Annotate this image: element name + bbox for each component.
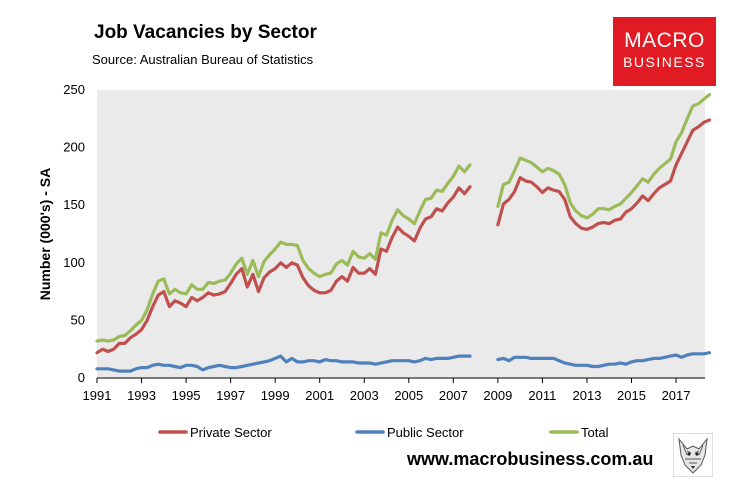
x-tick-label: 2015: [617, 388, 646, 403]
wolf-icon: [673, 433, 713, 477]
x-tick-label: 2011: [528, 388, 556, 403]
series-line-private-sector-segment-2: [496, 118, 712, 231]
y-tick-label: 150: [63, 197, 85, 212]
x-tick-label: 2001: [305, 388, 334, 403]
y-tick-label: 200: [63, 140, 85, 155]
x-tick-label: 2003: [350, 388, 379, 403]
series-line-public-sector-segment-2: [496, 351, 712, 369]
series-line-private-sector-segment-1: [95, 185, 472, 355]
y-tick-label: 100: [63, 255, 85, 270]
macrobusiness-logo: MACRO BUSINESS: [613, 17, 716, 86]
x-tick-label: 2007: [439, 388, 468, 403]
series-line-total-segment-2: [496, 93, 712, 220]
chart-title: Job Vacancies by Sector: [94, 22, 317, 43]
legend-label-private-sector: Private Sector: [190, 425, 272, 440]
y-tick-label: 50: [71, 312, 85, 327]
y-axis-label: Number (000's) - SA: [37, 168, 53, 300]
legend-label-total: Total: [581, 425, 609, 440]
x-tick-label: 1995: [172, 388, 201, 403]
x-tick-label: 1997: [216, 388, 245, 403]
y-tick-label: 0: [78, 370, 85, 385]
logo-line-1: MACRO: [624, 29, 705, 52]
x-tick-label: 2017: [662, 388, 691, 403]
y-tick-label: 250: [63, 82, 85, 97]
website-url: www.macrobusiness.com.au: [407, 449, 654, 469]
x-tick-label: 2005: [394, 388, 423, 403]
plot-area: [97, 90, 705, 378]
x-tick-label: 1991: [83, 388, 112, 403]
x-tick-label: 1993: [127, 388, 156, 403]
chart-source: Source: Australian Bureau of Statistics: [92, 52, 314, 67]
x-tick-label: 1999: [261, 388, 290, 403]
series-line-public-sector-segment-1: [95, 354, 472, 373]
x-tick-label: 2013: [573, 388, 602, 403]
x-tick-label: 2009: [483, 388, 512, 403]
series-line-total-segment-1: [95, 163, 472, 343]
legend-label-public-sector: Public Sector: [387, 425, 464, 440]
logo-line-2: BUSINESS: [623, 54, 706, 70]
